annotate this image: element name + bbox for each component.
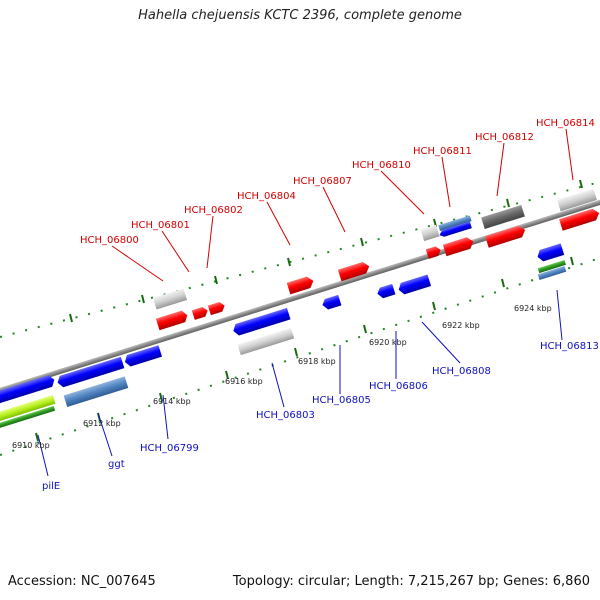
gene-feature [420,224,440,242]
gene-feature [0,375,55,412]
gene-feature [155,310,188,331]
gene-feature [442,237,474,257]
genome-summary: Topology: circular; Length: 7,215,267 bp… [232,574,590,589]
gene-feature [557,188,597,212]
gene-feature [559,208,600,231]
gene-label: HCH_06808 [432,366,491,377]
scale-labels: 6910 kbp 6912 kbp 6914 kbp 6916 kbp 6918… [12,304,552,450]
scale-label: 6914 kbp [153,397,191,406]
tick-track-upper [0,181,600,338]
gene-label: HCH_06810 [352,160,411,171]
scale-label: 6922 kbp [442,321,480,330]
gene-label: ggt [108,459,125,470]
gene-label: HCH_06811 [413,146,472,157]
reverse-features [0,243,567,437]
gene-feature [485,225,526,248]
top-gene-labels: HCH_06800 HCH_06801 HCH_06802 HCH_06804 … [80,118,595,246]
gene-feature [537,259,566,274]
gene-label: HCH_06813 [540,341,599,352]
gene-feature [286,276,314,295]
gene-feature [152,288,188,310]
gene-label: HCH_06799 [140,443,199,454]
tick-track-lower [0,257,600,456]
gene-feature [191,307,208,320]
accession-label: Accession: NC_007645 [8,574,156,589]
gene-label: HCH_06812 [475,132,534,143]
gene-feature [207,302,225,316]
gene-feature [237,327,295,356]
gene-label: HCH_06803 [256,410,315,421]
gene-feature [233,307,291,336]
scale-label: 6918 kbp [298,357,336,366]
scale-label: 6916 kbp [225,377,263,386]
forward-features [152,188,600,331]
gene-feature [322,294,342,310]
gene-label: HCH_06802 [184,205,243,216]
map-title: Hahella chejuensis KCTC 2396, complete g… [138,8,462,23]
gene-feature [481,204,525,230]
gene-label: HCH_06801 [131,220,190,231]
bottom-leaders [37,289,563,477]
gene-feature [537,243,565,262]
scale-label: 6912 kbp [83,419,121,428]
gene-feature [377,283,396,299]
gene-feature [124,345,163,367]
gene-label: HCH_06807 [293,176,352,187]
gene-feature [425,246,441,259]
gene-label: HCH_06800 [80,235,139,246]
gene-feature [439,221,472,237]
gene-label: HCH_06814 [536,118,595,129]
gene-feature [0,395,56,430]
gene-feature [337,261,370,282]
gene-feature [63,376,129,407]
scale-label: 6924 kbp [514,304,552,313]
gene-label: HCH_06806 [369,381,428,392]
gene-feature [398,274,432,295]
scale-label: 6920 kbp [369,338,407,347]
top-leaders [111,128,574,282]
gene-label: pilE [42,481,60,492]
scale-label: 6910 kbp [12,441,50,450]
gene-feature [438,215,472,232]
gene-feature [0,405,56,437]
gene-feature [537,265,567,281]
bottom-gene-labels: pilE ggt HCH_06799 HCH_06803 HCH_06805 H… [42,341,599,492]
gene-label: HCH_06805 [312,395,371,406]
gene-feature [57,356,125,388]
gene-label: HCH_06804 [237,191,296,202]
